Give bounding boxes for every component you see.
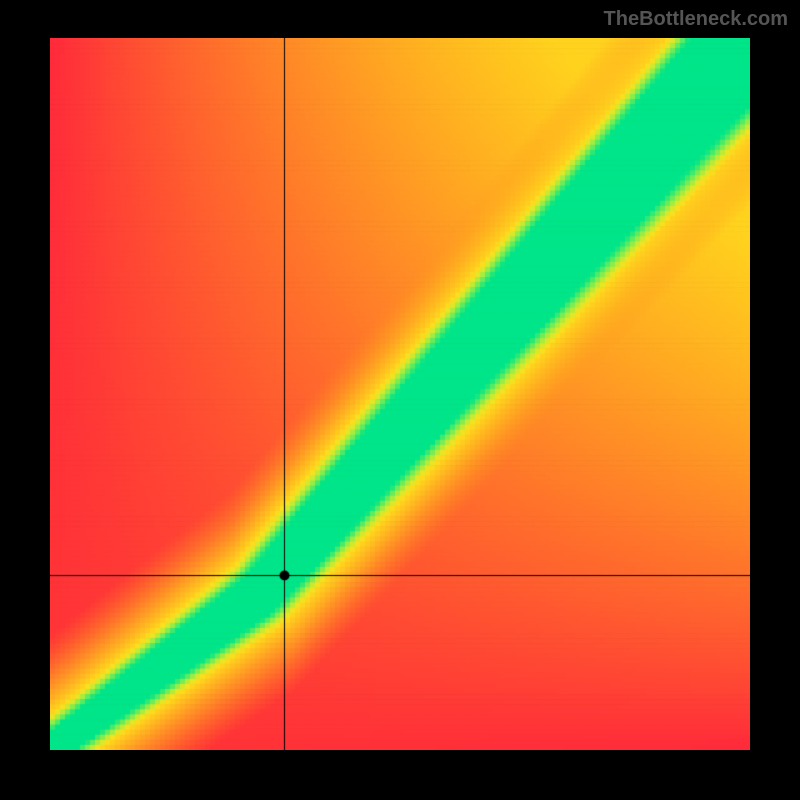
chart-container: TheBottleneck.com [0,0,800,800]
heatmap-plot [50,38,750,750]
watermark-text: TheBottleneck.com [604,8,788,31]
heatmap-canvas [50,38,750,750]
